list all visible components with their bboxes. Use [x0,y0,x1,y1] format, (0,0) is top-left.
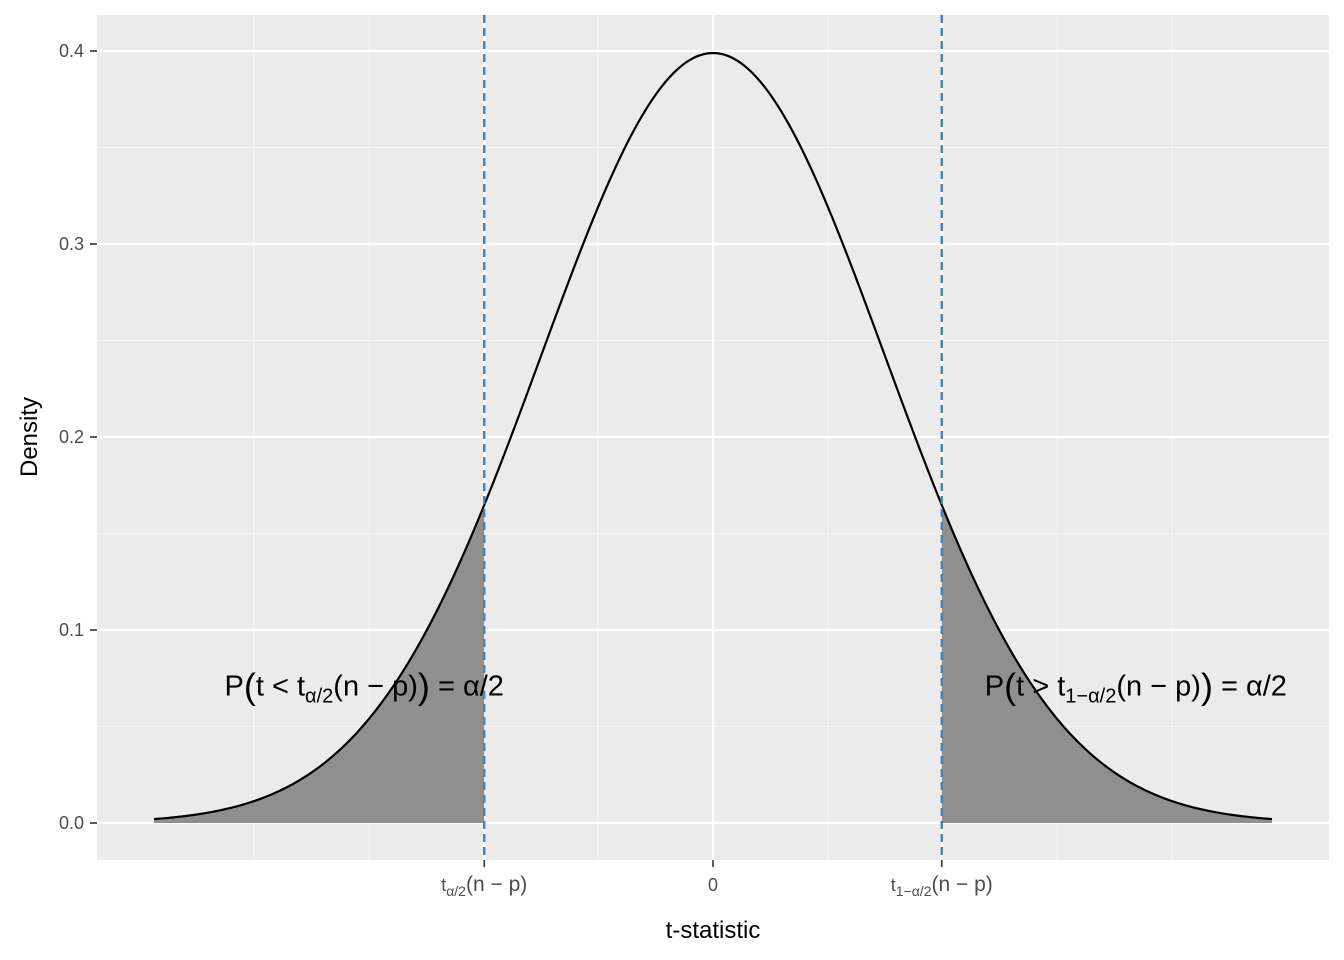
x-tick-label: 0 [708,875,718,895]
tail-probability-label: P(t > t1−α/2(n − p)) = α/2 [985,666,1287,708]
tick-base: 0 [708,875,718,895]
x-axis-title: t-statistic [666,917,761,944]
shaded-tail-region [941,505,1272,823]
tail-probability-annotations: P(t < tα/2(n − p)) = α/2 P(t > t1−α/2(n −… [225,666,1287,708]
shaded-tails [154,505,1272,823]
annotation-part: t > t [1016,671,1065,703]
tick-rest: (n − p) [466,873,527,896]
y-tick-label: 0.2 [59,427,84,447]
annotation-part: (n − p) [333,671,418,703]
plot-area: P(t < tα/2(n − p)) = α/2 P(t > t1−α/2(n −… [153,15,1287,860]
annotation-part: P [225,671,244,703]
annotation-part: α/2 [305,686,333,708]
annotation-part: ) [1201,666,1213,707]
tail-probability-label: P(t < tα/2(n − p)) = α/2 [225,666,504,708]
tick-base: t [891,875,896,895]
x-axis: tα/2(n − p) 0 t1−α/2(n − p) [441,860,993,899]
tick-rest: (n − p) [931,873,992,896]
annotation-part: (n − p) [1116,671,1201,703]
y-tick-label: 0.4 [59,41,84,61]
tick-subscript: α/2 [446,883,466,899]
density-curve [153,51,1273,821]
annotation-part: = α/2 [430,671,504,703]
tick-base: t [441,875,446,895]
y-tick-label: 0.3 [59,234,84,254]
critical-value-lines [483,15,943,860]
y-axis: 0.0 0.1 0.2 0.3 0.4 [59,41,97,833]
x-tick-label: tα/2(n − p) [441,873,527,899]
annotation-part: ( [244,666,256,707]
x-tick-label: t1−α/2(n − p) [891,873,993,899]
annotation-part: = α/2 [1213,671,1287,703]
annotation-part: ( [1004,666,1016,707]
annotation-part: 1−α/2 [1065,686,1116,708]
y-axis-title: Density [16,397,43,477]
annotation-part: ) [418,666,430,707]
y-tick-label: 0.1 [59,620,84,640]
y-tick-label: 0.0 [59,813,84,833]
shaded-tail-region [154,505,485,823]
tick-subscript: 1−α/2 [896,883,932,899]
annotation-part: t < t [256,671,305,703]
annotation-part: P [985,671,1004,703]
